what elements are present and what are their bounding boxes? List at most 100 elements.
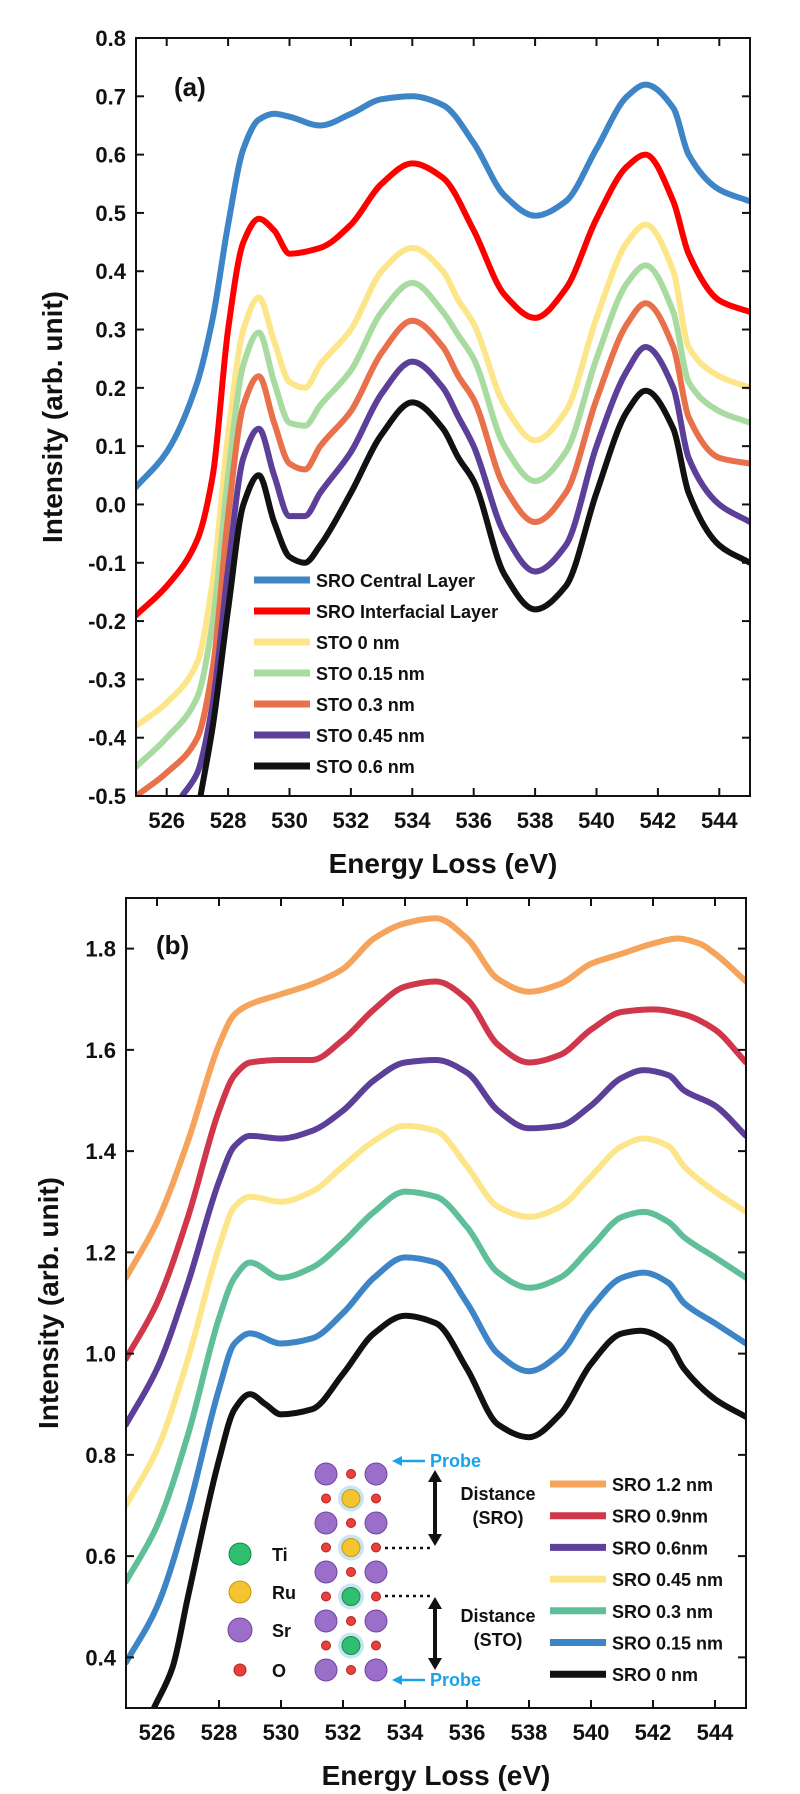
- panel-b-legend-label-sro-1-2-nm: SRO 1.2 nm: [612, 1475, 713, 1495]
- sr-atom: [364, 1658, 388, 1682]
- sr-atom: [314, 1609, 338, 1633]
- sr-atom: [364, 1511, 388, 1535]
- panel-a-ytick-label: 0.6: [95, 143, 126, 168]
- panel-b-series-sro-0-3-nm: [126, 1188, 746, 1585]
- panel-a-ytick-label: 0.1: [95, 434, 126, 459]
- panel-b-xtick-label: 532: [325, 1720, 362, 1745]
- panel-a-series-sto-0-6-nm: [197, 387, 750, 796]
- panel-a-ylabel: Intensity (arb. unit): [37, 291, 68, 543]
- panel-a-ytick-label: 0.5: [95, 201, 126, 226]
- o-atom: [346, 1567, 356, 1577]
- distance-sro-sublabel: (SRO): [473, 1508, 524, 1528]
- o-atom: [321, 1640, 331, 1651]
- panel-a-ticks: 526 528 530 532 534 536 538 540 542 544 -0.5 -0.4 -0…: [88, 26, 750, 833]
- distance-sro-label: Distance: [460, 1484, 535, 1504]
- panel-b-ytick-label: 1.2: [85, 1240, 116, 1265]
- o-atom: [321, 1591, 331, 1602]
- panel-a-legend-label-sro-interfacial-layer: SRO Interfacial Layer: [316, 602, 498, 622]
- sr-atom: [314, 1462, 338, 1486]
- probe-bottom-arrowhead: [392, 1675, 402, 1685]
- panel-b-series-sro-0-9nm: [126, 978, 746, 1362]
- inset-schematic: Probe Probe Distance (SRO) Distance (STO…: [227, 1451, 536, 1690]
- panel-a-xtick-label: 536: [455, 808, 492, 833]
- panel-b-label: (b): [156, 930, 189, 960]
- panel-a-xtick-label: 530: [271, 808, 308, 833]
- panel-a-legend-label-sto-0-nm: STO 0 nm: [316, 633, 400, 653]
- panel-b-xtick-label: 542: [635, 1720, 672, 1745]
- panel-b-curves: [126, 915, 746, 1708]
- panel-b-xtick-label: 526: [139, 1720, 176, 1745]
- ru-atom-swatch: [228, 1580, 252, 1604]
- panel-a-ytick-label: 0.4: [95, 259, 126, 284]
- panel-a-xtick-label: 538: [517, 808, 554, 833]
- panel-a-ytick-label: 0.0: [95, 492, 126, 517]
- sr-atom-swatch: [227, 1617, 253, 1643]
- panel-b-xlabel: Energy Loss (eV): [322, 1760, 551, 1791]
- ti-atom-swatch: [228, 1542, 252, 1566]
- panel-b-ytick-label: 1.8: [85, 937, 116, 962]
- panel-a-ytick-label: 0.3: [95, 318, 126, 343]
- panel-a-legend: SRO Central Layer SRO Interfacial Layer ST…: [254, 571, 498, 777]
- probe-bottom-label: Probe: [430, 1670, 481, 1690]
- panel-a-frame: [135, 37, 751, 797]
- distance-sro-arrowhead-up: [428, 1470, 442, 1482]
- panel-a-xtick-label: 532: [333, 808, 370, 833]
- panel-a-curves: [136, 81, 750, 796]
- panel-a-series-sto-0-45-nm: [179, 344, 750, 796]
- o-atom-swatch: [233, 1663, 247, 1677]
- ru-atom: [341, 1489, 361, 1508]
- panel-b-legend-label-sro-0-3-nm: SRO 0.3 nm: [612, 1602, 713, 1622]
- sr-label: Sr: [272, 1621, 291, 1641]
- panel-a-ytick-label: -0.1: [88, 551, 126, 576]
- sr-atom: [364, 1462, 388, 1486]
- panel-a-ytick-label: -0.4: [88, 726, 127, 751]
- panel-a-label: (a): [174, 72, 206, 102]
- o-atom: [321, 1542, 331, 1553]
- panel-b-series-sro-0-15-nm: [126, 1254, 746, 1666]
- ti-atom: [341, 1636, 361, 1655]
- panel-b-series-sro-0-45-nm: [126, 1122, 746, 1509]
- panel-b-legend: SRO 1.2 nm SRO 0.9nm SRO 0.6nm SRO 0.45 nm S…: [550, 1475, 723, 1685]
- panel-a-xtick-label: 540: [578, 808, 615, 833]
- panel-a-ytick-label: 0.7: [95, 84, 126, 109]
- sr-atom: [314, 1658, 338, 1682]
- panel-a-xtick-label: 544: [701, 808, 738, 833]
- panel-b-xtick-label: 540: [573, 1720, 610, 1745]
- atom-columns: [314, 1462, 388, 1682]
- panel-a-chart: 526 528 530 532 534 536 538 540 542 544 -0.5 -0.4 -0…: [37, 26, 751, 879]
- panel-a-legend-label-sto-0-6-nm: STO 0.6 nm: [316, 757, 415, 777]
- panel-b-frame: [125, 897, 747, 1709]
- o-atom: [371, 1542, 381, 1553]
- distance-sto-label: Distance: [460, 1606, 535, 1626]
- panel-b-chart: 526 528 530 532 534 536 538 540 542 544 0.4 0.6 0.8 1…: [33, 897, 747, 1791]
- panel-b-xtick-label: 534: [387, 1720, 424, 1745]
- panel-a-series-sto-0-15-nm: [136, 262, 750, 770]
- o-atom: [346, 1518, 356, 1528]
- panel-b-ticks: 526 528 530 532 534 536 538 540 542 544 0.4 0.6 0.8 1…: [85, 898, 746, 1745]
- panel-a-legend-label-sto-0-15-nm: STO 0.15 nm: [316, 664, 425, 684]
- sr-atom: [314, 1511, 338, 1535]
- o-atom: [371, 1640, 381, 1651]
- panel-a-series-sto-0-nm: [136, 221, 750, 729]
- sr-atom: [364, 1560, 388, 1584]
- panel-b-legend-label-sro-0-45-nm: SRO 0.45 nm: [612, 1570, 723, 1590]
- o-label: O: [272, 1661, 286, 1681]
- o-atom: [321, 1493, 331, 1504]
- panel-a-xlabel: Energy Loss (eV): [329, 848, 558, 879]
- panel-a-ytick-label: -0.2: [88, 609, 126, 634]
- o-atom: [346, 1616, 356, 1626]
- sr-atom: [314, 1560, 338, 1584]
- distance-sto-sublabel: (STO): [474, 1630, 523, 1650]
- panel-b-ytick-label: 1.4: [85, 1139, 116, 1164]
- o-atom: [371, 1591, 381, 1602]
- panel-a-ytick-label: 0.2: [95, 376, 126, 401]
- panel-b-ytick-label: 1.6: [85, 1038, 116, 1063]
- probe-top-arrowhead: [392, 1456, 402, 1466]
- panel-b-series-sro-0-nm: [150, 1312, 746, 1708]
- panel-a-legend-label-sto-0-3-nm: STO 0.3 nm: [316, 695, 415, 715]
- panel-a-series-sto-0-3-nm: [136, 300, 750, 796]
- panel-b-ytick-label: 0.6: [85, 1544, 116, 1569]
- distance-sro-arrowhead-down: [428, 1534, 442, 1546]
- distance-sto-arrowhead-up: [428, 1597, 442, 1609]
- panel-b-xtick-label: 530: [263, 1720, 300, 1745]
